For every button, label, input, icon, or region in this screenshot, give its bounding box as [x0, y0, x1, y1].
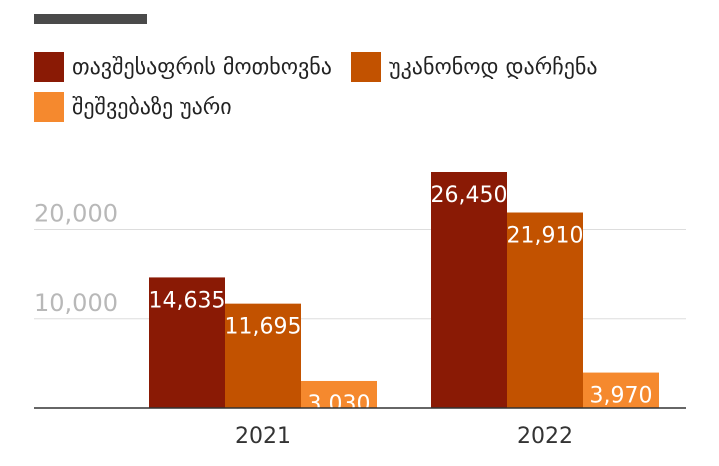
- legend-item-asylum: თავშესაფრის მოთხოვნა: [34, 52, 332, 82]
- legend-label-refused-entry: შეშვებაზე უარი: [72, 94, 232, 120]
- data-label-2021-series-2: 3,030: [308, 392, 371, 417]
- header-accent-bar: [34, 14, 147, 24]
- x-tick-label-2021: 2021: [235, 424, 291, 449]
- data-label-2022-series-1: 21,910: [507, 224, 584, 249]
- data-label-2022-series-0: 26,450: [431, 183, 508, 208]
- legend: თავშესაფრის მოთხოვნა უკანონოდ დარჩენა შე…: [34, 52, 714, 132]
- bar-2021-series-0: [149, 277, 225, 408]
- y-tick-label-20000: 20,000: [34, 200, 118, 228]
- data-label-2022-series-2: 3,970: [590, 384, 653, 409]
- legend-swatch-refused-entry: [34, 92, 64, 122]
- x-tick-label-2022: 2022: [517, 424, 573, 449]
- legend-label-asylum: თავშესაფრის მოთხოვნა: [72, 54, 332, 80]
- bar-2022-series-1: [507, 212, 583, 408]
- y-tick-label-10000: 10,000: [34, 289, 118, 317]
- legend-label-illegal-stay: უკანონოდ დარჩენა: [389, 54, 598, 80]
- legend-item-refused-entry: შეშვებაზე უარი: [34, 92, 232, 122]
- bar-2022-series-0: [431, 172, 507, 408]
- data-label-2021-series-0: 14,635: [149, 288, 226, 313]
- legend-swatch-illegal-stay: [351, 52, 382, 82]
- legend-item-illegal-stay: უკანონოდ დარჩენა: [351, 52, 598, 82]
- legend-swatch-asylum: [34, 52, 64, 82]
- bar-2021-series-1: [225, 303, 301, 408]
- bar-2022-series-2: [583, 372, 659, 408]
- data-label-2021-series-1: 11,695: [225, 315, 302, 340]
- bar-2021-series-2: [301, 380, 377, 408]
